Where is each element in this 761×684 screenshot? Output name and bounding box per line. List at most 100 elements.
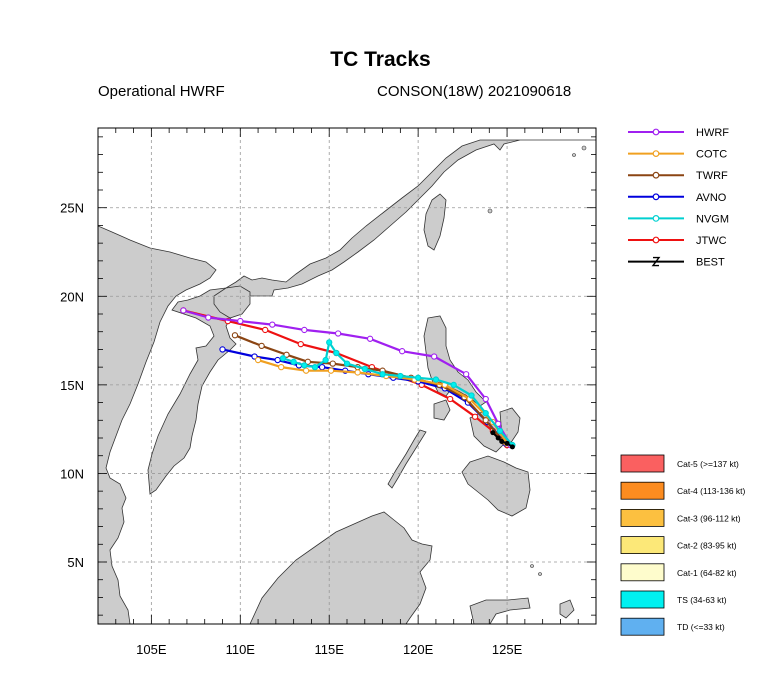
palawan-island bbox=[387, 429, 427, 489]
best-track-point bbox=[499, 439, 505, 445]
halmahera-fragment bbox=[559, 599, 575, 619]
track-point bbox=[237, 317, 244, 325]
best-track-point bbox=[495, 435, 501, 441]
track-point bbox=[482, 395, 489, 403]
model-label: Operational HWRF bbox=[98, 83, 225, 100]
mindoro-island bbox=[433, 399, 451, 421]
borneo-island bbox=[249, 511, 433, 624]
track-point bbox=[414, 374, 422, 381]
track-point bbox=[180, 307, 187, 314]
x-tick-label: 105E bbox=[136, 642, 167, 657]
legend-hwrf: HWRF bbox=[628, 127, 729, 139]
track-point bbox=[432, 376, 440, 383]
legend-marker bbox=[652, 193, 660, 201]
track-point bbox=[471, 413, 479, 420]
track-point bbox=[450, 381, 457, 389]
track-point bbox=[297, 340, 304, 348]
y-tick-label: 5N bbox=[67, 555, 84, 570]
hurricane-symbol-icon bbox=[651, 256, 661, 267]
category-item: Cat-4 (113-136 kt) bbox=[620, 481, 746, 500]
track-point bbox=[482, 410, 489, 417]
track-point bbox=[283, 351, 290, 358]
category-label: Cat-5 (>=137 kt) bbox=[677, 459, 739, 469]
category-swatch bbox=[620, 590, 665, 609]
category-swatch bbox=[620, 617, 665, 636]
legend-label: BEST bbox=[696, 257, 725, 269]
islet bbox=[581, 145, 587, 151]
track-legend: HWRF COTC TWRF AVNO NVGM JTWC BEST bbox=[628, 127, 729, 269]
category-swatch bbox=[620, 536, 665, 554]
category-item: Cat-2 (83-95 kt) bbox=[620, 536, 737, 554]
track-point bbox=[366, 335, 374, 342]
x-tick-label: 120E bbox=[403, 642, 434, 657]
track-best bbox=[490, 430, 515, 450]
legend-twrf: TWRF bbox=[628, 170, 728, 182]
storm-label: CONSON(18W) 2021090618 bbox=[377, 83, 572, 100]
malay-peninsula bbox=[98, 128, 217, 624]
track-point bbox=[322, 356, 329, 364]
category-label: Cat-1 (64-82 kt) bbox=[677, 568, 737, 578]
category-legend: Cat-5 (>=137 kt) Cat-4 (113-136 kt) Cat-3 … bbox=[620, 454, 746, 636]
best-track-point bbox=[504, 440, 510, 446]
category-label: Cat-3 (96-112 kt) bbox=[677, 513, 741, 523]
y-tick-label: 25N bbox=[60, 201, 84, 216]
track-point bbox=[269, 321, 276, 328]
track-point bbox=[304, 358, 312, 365]
category-item: Cat-5 (>=137 kt) bbox=[620, 454, 739, 473]
track-point bbox=[231, 332, 239, 339]
track-point bbox=[354, 369, 361, 376]
legend-label: TWRF bbox=[696, 170, 728, 182]
category-label: Cat-2 (83-95 kt) bbox=[677, 541, 737, 551]
track-point bbox=[327, 367, 335, 374]
x-tick-label: 115E bbox=[315, 642, 345, 657]
axis-ticks: 105E 110E 115E 120E 125E 5N 10N 15N 20N 25N bbox=[60, 128, 597, 657]
track-point bbox=[262, 326, 269, 334]
mindanao-island bbox=[461, 455, 531, 517]
track-point bbox=[334, 330, 342, 337]
track-point bbox=[274, 356, 281, 364]
legend-label: NVGM bbox=[696, 213, 729, 225]
hainan-island bbox=[213, 285, 251, 319]
category-swatch bbox=[620, 454, 665, 473]
legend-label: AVNO bbox=[696, 192, 727, 204]
track-point bbox=[379, 371, 386, 378]
legend-label: JTWC bbox=[696, 235, 727, 247]
track-point bbox=[254, 356, 262, 364]
legend-marker bbox=[652, 150, 660, 158]
category-label: TS (34-63 kt) bbox=[677, 595, 727, 605]
category-swatch bbox=[620, 481, 665, 500]
track-point bbox=[333, 349, 340, 357]
track-point bbox=[343, 360, 351, 367]
category-item: Cat-3 (96-112 kt) bbox=[620, 508, 741, 527]
category-swatch bbox=[620, 508, 665, 527]
track-point bbox=[447, 395, 454, 403]
sulawesi-fragment bbox=[469, 597, 531, 624]
legend-marker bbox=[652, 171, 660, 179]
best-track-point bbox=[509, 444, 515, 450]
track-point bbox=[318, 363, 326, 371]
best-track-point bbox=[490, 430, 496, 436]
track-point bbox=[361, 365, 368, 373]
legend-jtwc: JTWC bbox=[628, 235, 727, 247]
track-point bbox=[301, 326, 308, 334]
track-point bbox=[251, 353, 258, 360]
track-point bbox=[278, 363, 285, 371]
category-item: TD (<=33 kt) bbox=[620, 617, 725, 636]
track-point bbox=[326, 339, 333, 346]
track-point bbox=[279, 355, 287, 362]
track-lines bbox=[180, 307, 516, 450]
legend-nvgm: NVGM bbox=[628, 213, 729, 225]
islet bbox=[572, 153, 576, 157]
track-point bbox=[398, 348, 406, 355]
track-point bbox=[482, 417, 489, 424]
track-point bbox=[290, 358, 297, 365]
track-point bbox=[258, 342, 265, 350]
y-tick-label: 20N bbox=[60, 289, 84, 304]
islet bbox=[530, 564, 534, 568]
track-point bbox=[301, 362, 308, 369]
track-point bbox=[496, 427, 504, 435]
track-point bbox=[205, 314, 212, 321]
legend-marker bbox=[652, 236, 660, 244]
asia-mainland bbox=[98, 128, 596, 624]
